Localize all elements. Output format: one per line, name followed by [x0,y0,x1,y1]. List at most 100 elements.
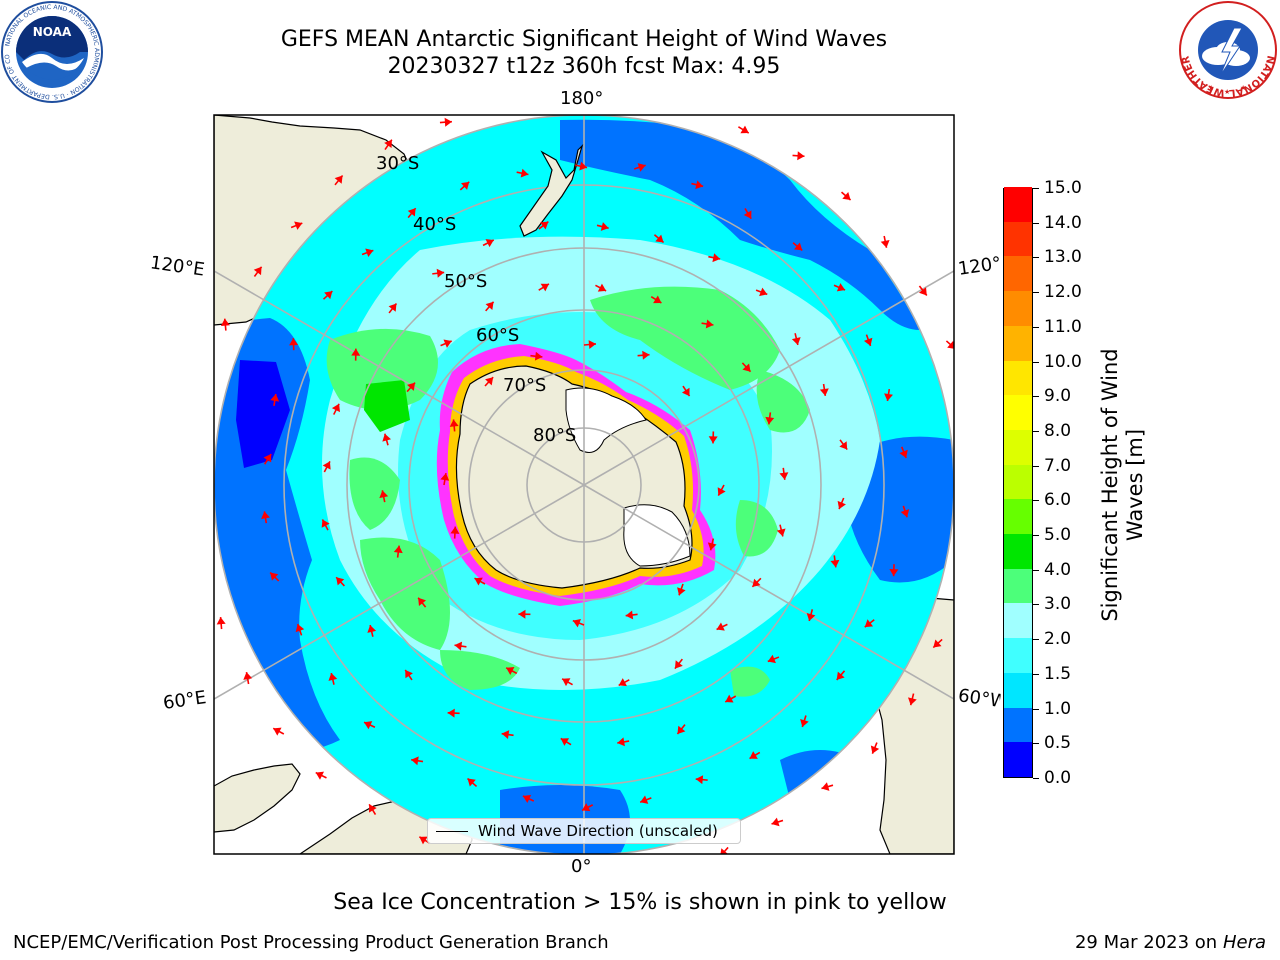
colorbar-tick [1033,535,1039,537]
wave-arrow-head [365,248,374,258]
colorbar-tick-label: 9.0 [1044,386,1072,407]
colorbar-tick-label: 12.0 [1044,282,1082,303]
wave-arrow-head [393,545,403,554]
colorbar-segment [1004,429,1032,465]
colorbar-tick [1033,188,1039,189]
map-frame [213,114,955,855]
lon-label-180: 180° [560,88,604,109]
wave-arrow-head [695,180,704,190]
wave-arrow-head [617,737,625,747]
chart-subtitle: 20230327 t12z 360h fcst Max: 4.95 [387,54,781,79]
wave-arrow-head [837,500,846,510]
wave-arrow-head [797,151,805,161]
wave-arrow-head [506,667,515,676]
colorbar-title: Significant Height of Wind Waves [m] [1098,285,1158,685]
colorbar-segment [1004,255,1032,292]
colorbar-tick-label: 0.5 [1044,733,1072,754]
wave-arrow-head [443,339,452,348]
colorbar-segment [1004,741,1032,777]
wave-arrow-head [836,283,846,292]
wave-arrow-head [367,625,377,633]
high-wave-zone [440,650,520,690]
antarctic-ice-shelf [565,387,647,453]
wave-arrow-head [918,287,927,296]
wave-arrow-head [436,268,445,278]
wave-arrow-head [947,340,954,349]
colorbar-tick [1033,569,1039,571]
wave-arrow-head [351,348,361,356]
wave-arrow-head [261,511,270,519]
wave-arrow-head [450,526,460,534]
wave-arrow-head [642,350,650,360]
sea-ice-note: Sea Ice Concentration > 15% is shown in … [333,890,947,915]
wave-arrow-head [597,283,607,292]
wave-arrow-head [331,403,340,413]
svg-text:★: ★ [1240,84,1246,92]
high-wave-zone [326,328,438,410]
wave-arrow-head [717,487,726,496]
wave-arrow-head [243,672,253,680]
wave-arrow-head [407,382,416,391]
wave-arrow-head [321,519,330,528]
wave-arrow-head [379,490,389,499]
colorbar-tick [1033,639,1039,641]
low-wave-zone [236,360,290,468]
wave-arrow-head [315,771,324,780]
wave-arrow-head [540,283,549,292]
wave-arrow-head [485,377,494,386]
high-wave-zone [364,380,410,432]
wave-arrow-head [863,337,873,346]
wave-arrow-head [791,337,801,345]
wave-arrow-head [800,718,809,727]
wave-arrow-head [752,578,761,587]
noaa-logo: NATIONAL OCEANIC AND ATMOSPHERIC ADMINIS… [0,0,103,103]
colorbar-tick-label: 4.0 [1044,559,1072,580]
colorbar-segment [1004,394,1032,430]
wave-arrow-head [839,441,848,450]
colorbar-segment [1004,360,1032,396]
wave-arrow-head [708,436,718,444]
wave-arrow-head [440,473,450,481]
colorbar-tick [1033,604,1039,606]
wave-arrow-head [794,242,803,251]
colorbar-segment [1004,290,1032,326]
colorbar-tick [1033,743,1039,745]
wave-arrow-head [842,192,851,201]
colorbar-tick [1033,673,1039,675]
colorbar-segment [1004,602,1032,639]
wave-arrow-head [695,775,704,785]
colorbar-segment [1004,568,1032,604]
colorbar-tick-label: 6.0 [1044,490,1072,511]
wave-arrow-head [263,454,272,463]
wave-arrow-head [771,817,780,827]
wave-arrow-head [653,295,662,304]
colorbar-tick-label: 15.0 [1044,178,1082,198]
colorbar-tick [1033,326,1039,328]
legend-label: Wind Wave Direction (unscaled) [478,822,718,840]
antarctic-ice-shelf [623,504,691,567]
wave-arrow-head [582,803,591,812]
colorbar-tick-label: 10.0 [1044,351,1082,372]
colorbar-tick [1033,430,1039,432]
colorbar-segment [1004,533,1032,569]
wave-arrow-head [324,291,333,300]
wave-arrow-head [600,222,609,231]
wave-arrow-head [253,266,262,276]
wave-arrow-head [220,318,230,327]
wave-arrow-head [830,559,840,568]
high-wave-zone [590,286,780,390]
colorbar-tick-label: 11.0 [1044,316,1082,337]
wave-arrow-head [407,208,416,217]
wave-arrow-head [369,804,377,813]
wave-arrow-head [625,610,634,620]
noaa-logo-text: NOAA [33,25,72,39]
madagascar-land [214,763,301,833]
wave-arrow-head [677,725,686,734]
low-wave-zone [846,436,954,583]
wave-arrow-head [411,756,419,766]
colorbar-tick-label: 1.5 [1044,663,1072,684]
wave-arrow-head [520,168,529,178]
colorbar-tick [1033,465,1039,467]
high-wave-zone [360,537,450,650]
lat-label-70: 70°S [503,375,546,396]
